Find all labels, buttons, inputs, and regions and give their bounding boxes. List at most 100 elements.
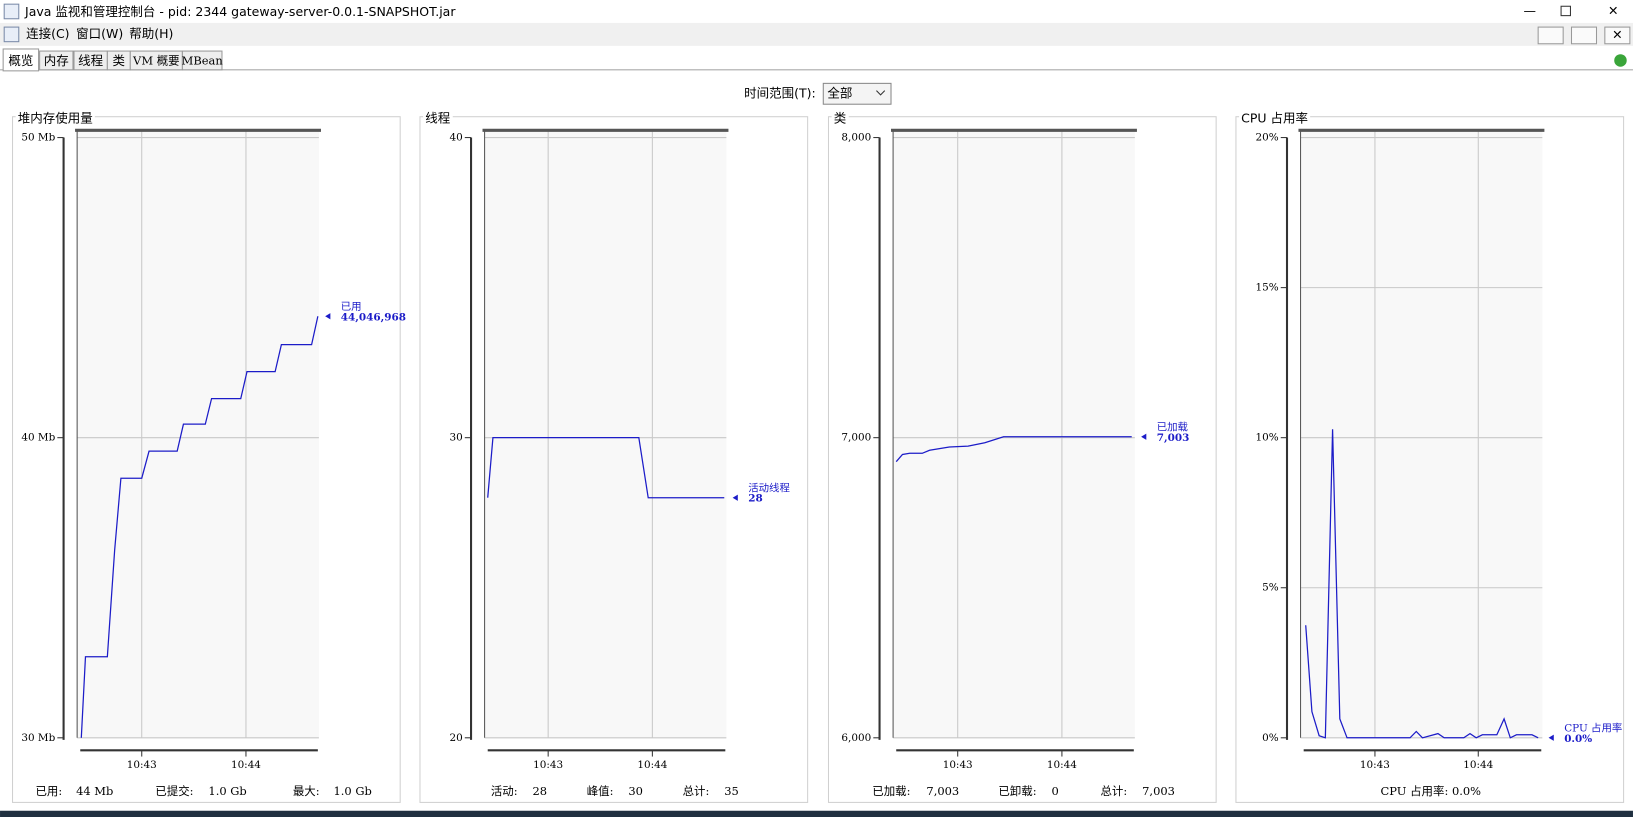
plot-area	[893, 130, 1135, 738]
series-line	[895, 436, 1132, 463]
tab[interactable]	[39, 50, 74, 71]
plot-area	[77, 130, 319, 738]
legend-value: 28	[748, 493, 762, 505]
x-tick-label: 10:44	[637, 759, 667, 771]
frame-close-icon: ✕	[1612, 27, 1622, 42]
y-tick-label: 5%	[1262, 582, 1279, 594]
tab-label: MBean	[182, 53, 224, 67]
y-tick-label: 30	[449, 432, 462, 444]
summary-item: 1.0 Gb	[333, 784, 371, 798]
frame-close[interactable]	[1604, 26, 1631, 45]
restore[interactable]	[1560, 5, 1571, 17]
frame-restore[interactable]	[1570, 26, 1598, 45]
menu-bar	[0, 22, 1633, 46]
frame-minimize[interactable]	[1537, 26, 1564, 45]
tab-label: 线程	[78, 53, 104, 68]
frame-icon	[3, 26, 20, 43]
legend-name: 已加载	[1157, 421, 1189, 433]
panel-title-bg	[423, 110, 453, 126]
y-tick-label: 7,000	[841, 432, 871, 444]
summary-item: 已用:	[35, 784, 62, 798]
combo-arrow	[876, 90, 886, 96]
x-tick-label: 10:43	[127, 759, 157, 771]
summary-item: 35	[724, 784, 739, 798]
title-bar	[0, 0, 1633, 23]
panel-title: CPU 占用率	[1241, 110, 1308, 125]
plot-area	[1300, 130, 1543, 738]
panel-title-bg	[1239, 110, 1311, 126]
panel-title-bg	[15, 110, 95, 126]
legend-name: 活动线程	[748, 481, 790, 494]
menu-item[interactable]: 连接(C)	[26, 26, 69, 41]
panel-title: 线程	[425, 110, 451, 125]
summary-item: 已提交:	[155, 784, 193, 798]
time-range-value: 全部	[827, 85, 852, 100]
series-line	[80, 316, 319, 738]
legend-name: CPU 占用率	[1564, 721, 1622, 734]
legend-value: 0.0%	[1564, 733, 1592, 745]
menu-item[interactable]: 窗口(W)	[76, 26, 123, 41]
panel	[1235, 116, 1625, 803]
tab[interactable]	[181, 50, 223, 71]
panel	[827, 116, 1217, 803]
summary-item: 44 Mb	[76, 784, 113, 798]
summary-item: CPU 占用率: 0.0%	[1381, 784, 1482, 798]
tab-label: 概览	[8, 53, 33, 68]
y-tick-label: 0%	[1262, 732, 1279, 744]
summary-item: 7,003	[1142, 784, 1175, 798]
tab-label: VM 概要	[132, 53, 180, 67]
x-tick-label: 10:44	[1463, 759, 1493, 771]
tab-label: 内存	[44, 53, 69, 68]
panel-title: 堆内存使用量	[18, 110, 93, 125]
summary-item: 30	[628, 784, 643, 798]
connection-icon	[1614, 54, 1627, 67]
close[interactable]: ✕	[1608, 3, 1618, 18]
summary-item: 总计:	[683, 784, 710, 798]
x-tick-label: 10:43	[943, 759, 973, 771]
legend-value: 44,046,968	[341, 311, 406, 323]
x-tick-label: 10:44	[231, 759, 261, 771]
time-range-label: 时间范围(T):	[744, 85, 816, 100]
summary-item: 活动:	[491, 784, 518, 798]
summary-item: 峰值:	[587, 784, 614, 798]
window-title: Java 监视和管理控制台 - pid: 2344 gateway-server…	[24, 4, 456, 19]
panel-title-bg	[831, 110, 849, 126]
y-tick-label: 30 Mb	[21, 732, 55, 744]
summary-item: 已加载:	[872, 784, 910, 798]
menu-item[interactable]: 帮助(H)	[129, 26, 173, 41]
panel-title: 类	[834, 110, 847, 125]
summary-item: 28	[533, 784, 548, 798]
y-tick-label: 50 Mb	[21, 132, 55, 144]
minimize[interactable]: —	[1524, 3, 1537, 18]
y-tick-label: 8,000	[841, 132, 871, 144]
taskbar	[0, 810, 1633, 817]
combo-box[interactable]	[822, 82, 892, 105]
panel	[12, 116, 401, 803]
tab[interactable]	[2, 48, 40, 72]
summary-item: 7,003	[926, 784, 959, 798]
y-tick-label: 40 Mb	[21, 432, 55, 444]
x-tick-label: 10:43	[1360, 759, 1390, 771]
series-line	[1305, 429, 1539, 739]
current-marker	[325, 313, 331, 320]
x-tick-label: 10:44	[1047, 759, 1077, 771]
y-tick-label: 20	[449, 732, 462, 744]
plot-area	[484, 130, 727, 738]
y-tick-label: 15%	[1256, 282, 1279, 294]
panel	[419, 116, 809, 803]
legend-value: 7,003	[1157, 432, 1190, 444]
tab-label: 类	[113, 53, 126, 68]
current-marker	[1141, 433, 1147, 440]
app-icon	[3, 3, 20, 20]
series-line	[487, 437, 725, 499]
summary-item: 0	[1051, 784, 1058, 798]
y-tick-label: 20%	[1256, 132, 1279, 144]
y-tick-label: 10%	[1256, 432, 1279, 444]
legend-name: 已用	[341, 301, 362, 313]
summary-item: 1.0 Gb	[208, 784, 246, 798]
y-tick-label: 6,000	[841, 732, 871, 744]
x-tick-label: 10:43	[533, 759, 563, 771]
current-marker	[732, 494, 738, 501]
summary-item: 已卸载:	[998, 784, 1036, 798]
